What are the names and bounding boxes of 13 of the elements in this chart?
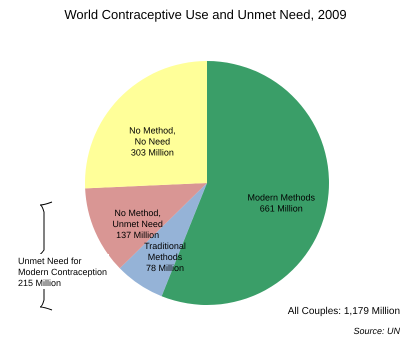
text: All Couples: 1,179 Million xyxy=(288,306,400,317)
data-label: 78 Million xyxy=(146,262,184,273)
slice-label: No Method, Unmet Need xyxy=(112,208,163,230)
slice-label: Modern Methods xyxy=(248,192,316,202)
text: Unmet Need for Modern Contraception 215 Million xyxy=(18,256,108,288)
data-label: 137 Million xyxy=(116,230,160,240)
data-label: 661 Million xyxy=(260,203,303,214)
slice-label: No Method, No Need xyxy=(129,126,176,147)
data-label: 303 Million xyxy=(130,148,174,158)
pie-slice xyxy=(85,61,207,188)
source-note: Source: UN xyxy=(353,326,400,336)
slice-label: Traditional Methods xyxy=(144,240,186,262)
chart-title: World Contraceptive Use and Unmet Need, 2009 xyxy=(64,7,347,22)
